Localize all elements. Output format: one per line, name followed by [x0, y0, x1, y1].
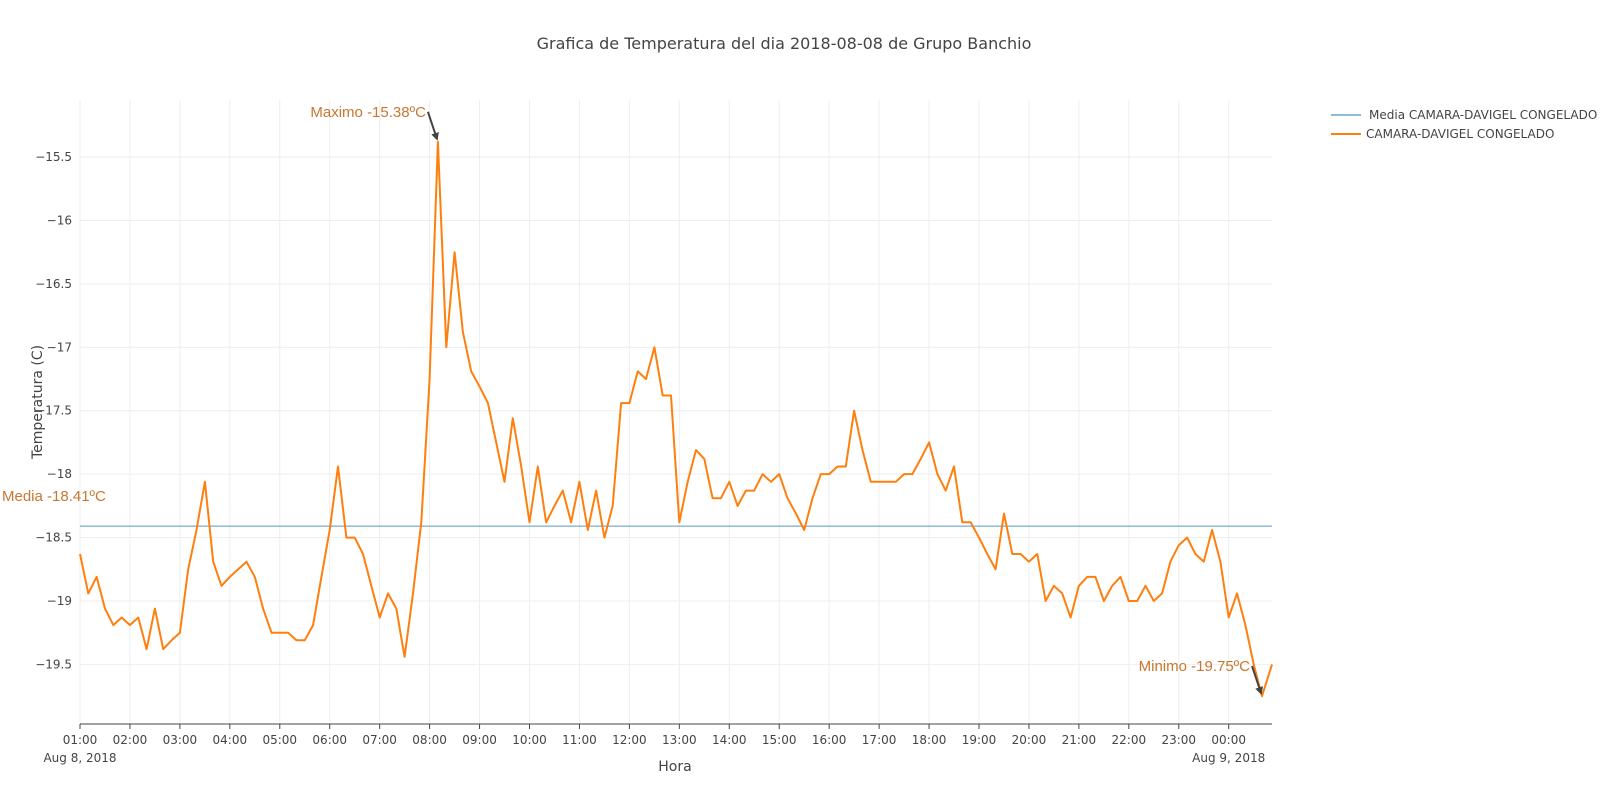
x-date-label: Aug 8, 2018 — [43, 751, 116, 765]
max-arrow — [426, 111, 439, 141]
legend-item[interactable]: CAMARA-DAVIGEL CONGELADO — [1331, 127, 1554, 141]
x-tick-label: 20:00 — [1012, 733, 1047, 747]
legend-label: CAMARA-DAVIGEL CONGELADO — [1366, 127, 1554, 141]
x-tick-label: 07:00 — [362, 733, 397, 747]
annotations: Maximo -15.38ºC Minimo -19.75ºC Media -18.… — [2, 104, 1263, 695]
y-tick-label: −15.5 — [35, 150, 72, 164]
x-tick-label: 19:00 — [962, 733, 997, 747]
grid-lines — [79, 100, 1272, 724]
x-tick-label: 02:00 — [113, 733, 148, 747]
legend-item[interactable]: Media CAMARA-DAVIGEL CONGELADO — [1331, 108, 1597, 122]
x-tick-label: 16:00 — [812, 733, 847, 747]
x-axis-title: Hora — [658, 759, 691, 775]
x-tick-label: 04:00 — [213, 733, 248, 747]
legend-label: Media CAMARA-DAVIGEL CONGELADO — [1369, 108, 1597, 122]
x-tick-label: 06:00 — [312, 733, 347, 747]
chart-title: Grafica de Temperatura del dia 2018-08-0… — [537, 34, 1032, 53]
x-tick-label: 17:00 — [862, 733, 897, 747]
x-tick-label: 21:00 — [1062, 733, 1097, 747]
y-tick-label: −19 — [47, 594, 72, 608]
x-tick-label: 09:00 — [462, 733, 497, 747]
x-tick-label: 05:00 — [262, 733, 297, 747]
x-tick-label: 08:00 — [412, 733, 447, 747]
x-tick-label: 14:00 — [712, 733, 747, 747]
x-tick-label: 10:00 — [512, 733, 547, 747]
y-axis-title: Temperatura (C) — [30, 345, 46, 460]
y-tick-label: −19.5 — [35, 657, 72, 671]
plot-area[interactable] — [79, 140, 1273, 698]
min-arrow — [1251, 665, 1263, 695]
axes: 01:00 02:00 03:00 04:00 05:00 06:00 07:00 08:00… — [35, 150, 1272, 765]
x-tick-label: 01:00 — [63, 733, 98, 747]
x-tick-label: 11:00 — [562, 733, 597, 747]
legend[interactable]: Media CAMARA-DAVIGEL CONGELADO CAMARA-DAV… — [1331, 108, 1597, 141]
y-tick-label: −18 — [47, 467, 72, 481]
x-tick-label: 22:00 — [1112, 733, 1147, 747]
min-annotation: Minimo -19.75ºC — [1139, 658, 1251, 675]
y-tick-label: −17 — [47, 340, 72, 354]
x-tick-label: 13:00 — [662, 733, 697, 747]
y-tick-label: −18.5 — [35, 531, 72, 545]
mean-annotation: Media -18.41ºC — [2, 488, 106, 505]
x-date-label: Aug 9, 2018 — [1192, 751, 1265, 765]
max-annotation: Maximo -15.38ºC — [310, 104, 426, 121]
x-tick-label: 18:00 — [912, 733, 947, 747]
x-tick-label: 03:00 — [163, 733, 198, 747]
y-tick-label: −17.5 — [35, 404, 72, 418]
y-tick-label: −16.5 — [35, 277, 72, 291]
x-tick-label: 12:00 — [612, 733, 647, 747]
y-tick-label: −16 — [47, 213, 72, 227]
temperature-line[interactable] — [79, 140, 1273, 698]
x-tick-label: 23:00 — [1161, 733, 1196, 747]
x-tick-label: 00:00 — [1211, 733, 1246, 747]
x-tick-label: 15:00 — [762, 733, 797, 747]
